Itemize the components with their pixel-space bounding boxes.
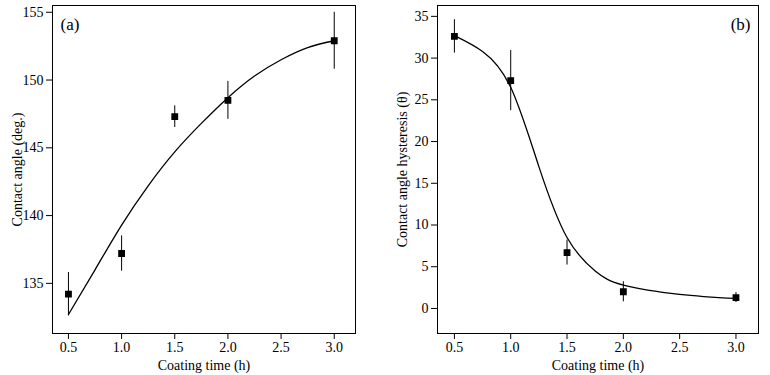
svg-text:2.5: 2.5: [272, 340, 290, 355]
svg-text:140: 140: [23, 208, 44, 223]
svg-text:3.0: 3.0: [727, 340, 745, 355]
svg-text:Coating time (h): Coating time (h): [552, 358, 645, 374]
svg-text:0: 0: [422, 301, 429, 316]
svg-text:150: 150: [23, 73, 44, 88]
svg-text:0.5: 0.5: [446, 340, 464, 355]
svg-text:1.0: 1.0: [113, 340, 130, 355]
svg-text:30: 30: [415, 51, 429, 66]
svg-text:145: 145: [23, 140, 44, 155]
svg-text:135: 135: [23, 276, 44, 291]
svg-text:15: 15: [415, 176, 429, 191]
svg-text:2.0: 2.0: [219, 340, 237, 355]
svg-text:Contact angle hysteresis (θ): Contact angle hysteresis (θ): [395, 91, 411, 247]
svg-text:2.5: 2.5: [671, 340, 689, 355]
svg-text:Contact angle (deg.): Contact angle (deg.): [10, 112, 26, 226]
svg-text:1.5: 1.5: [166, 340, 184, 355]
svg-text:20: 20: [415, 134, 429, 149]
svg-text:25: 25: [415, 92, 429, 107]
svg-text:3.0: 3.0: [325, 340, 343, 355]
svg-text:Coating time (h): Coating time (h): [158, 358, 251, 374]
svg-text:(a): (a): [61, 15, 80, 34]
svg-text:2.0: 2.0: [615, 340, 633, 355]
svg-text:5: 5: [422, 259, 429, 274]
svg-text:155: 155: [23, 5, 44, 20]
svg-text:0.5: 0.5: [60, 340, 78, 355]
svg-text:1.0: 1.0: [502, 340, 520, 355]
svg-text:35: 35: [415, 9, 429, 24]
svg-text:10: 10: [415, 217, 429, 232]
svg-text:(b): (b): [731, 15, 751, 34]
svg-text:1.5: 1.5: [558, 340, 576, 355]
